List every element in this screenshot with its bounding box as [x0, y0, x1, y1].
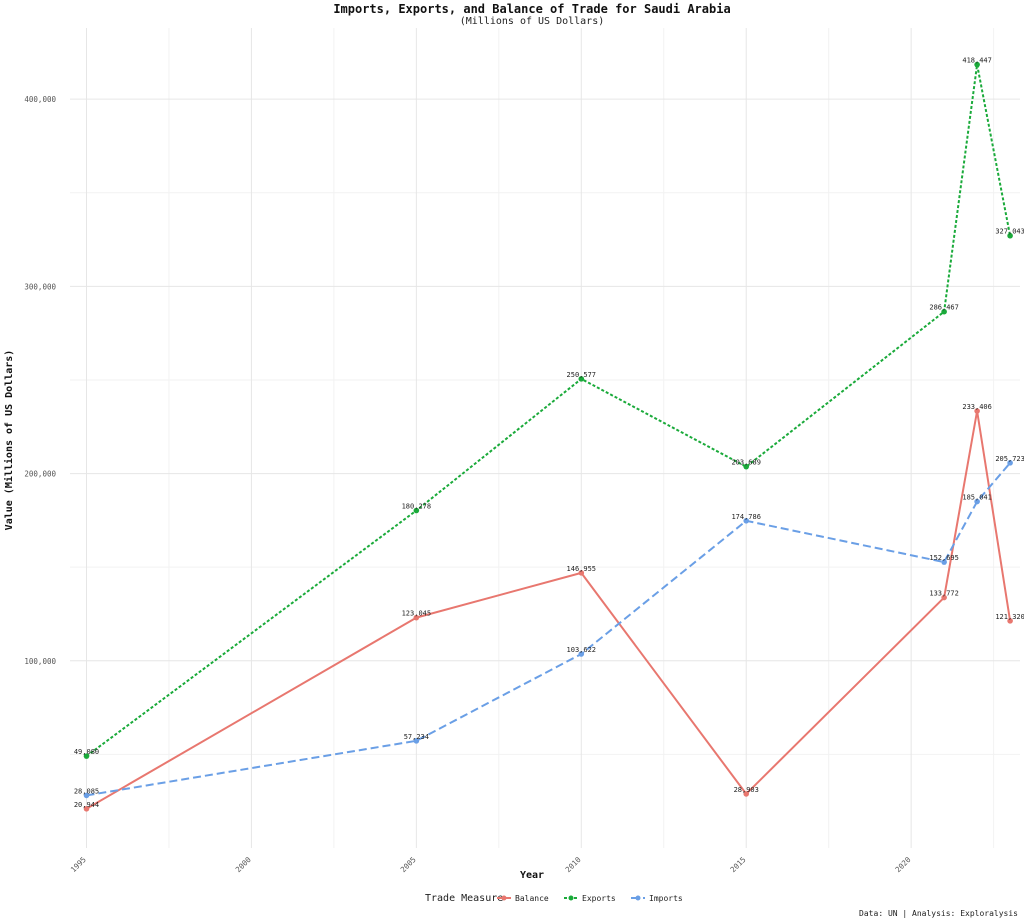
data-label-exports: 250,577: [567, 371, 597, 379]
data-label-exports: 286,467: [929, 304, 959, 312]
data-label-balance: 146,955: [567, 565, 597, 573]
data-label-imports: 103,622: [567, 646, 597, 654]
series-line-exports: [85, 63, 1012, 757]
y-tick-label: 300,000: [24, 282, 56, 291]
x-tick-label: 2015: [728, 855, 747, 874]
data-label-balance: 233,406: [962, 403, 992, 411]
data-label-imports: 28,085: [74, 787, 99, 795]
data-point-exports: [941, 308, 947, 315]
grid: [70, 28, 1020, 848]
series-lines: [83, 61, 1013, 812]
legend-marker-exports: [568, 895, 574, 901]
y-tick-label: 200,000: [24, 470, 56, 479]
data-point-balance: [941, 594, 947, 601]
data-point-balance: [1007, 618, 1013, 624]
legend-label-exports: Exports: [582, 894, 616, 903]
data-labels: 20,944 123,045 146,955 28,903 133,772 233,406…: [74, 57, 1024, 809]
data-label-balance: 133,772: [929, 590, 959, 598]
legend-marker-imports: [635, 895, 641, 901]
chart-caption: Data: UN | Analysis: Exploralysis: [859, 909, 1018, 918]
x-tick-label: 2010: [564, 855, 583, 874]
axis-ticks: 1995 2000 2005 2010 2015 2020 100,000 200,000 30…: [24, 95, 913, 874]
data-point-balance: [974, 408, 980, 414]
legend-title: Trade Measure: [425, 893, 503, 904]
data-label-exports: 327,043: [995, 228, 1024, 236]
data-label-balance: 20,944: [74, 801, 99, 809]
data-point-imports: [743, 517, 750, 524]
data-point-exports: [413, 507, 420, 514]
data-point-exports: [83, 753, 90, 759]
data-label-exports: 180,278: [402, 502, 432, 510]
chart-title: Imports, Exports, and Balance of Trade f…: [333, 2, 731, 16]
data-label-exports: 203,689: [731, 459, 761, 467]
data-point-imports: [413, 738, 420, 744]
data-label-balance: 28,903: [734, 786, 759, 794]
data-point-exports: [578, 376, 585, 382]
data-label-balance: 123,045: [402, 610, 432, 618]
data-point-exports: [743, 463, 750, 470]
y-axis-title: Value (Millions of US Dollars): [3, 350, 15, 531]
legend-label-imports: Imports: [649, 894, 683, 903]
data-label-imports: 185,041: [962, 494, 992, 502]
data-point-balance: [83, 805, 90, 812]
y-tick-label: 100,000: [24, 657, 56, 666]
legend-label-balance: Balance: [515, 894, 549, 903]
data-label-balance: 121,320: [995, 613, 1024, 621]
data-point-balance: [578, 570, 585, 576]
data-point-imports: [974, 498, 980, 505]
series-line-balance: [85, 410, 1012, 810]
x-tick-label: 1995: [69, 855, 88, 874]
legend: Trade Measure Balance Exports Imports: [425, 893, 683, 904]
x-tick-label: 2005: [399, 855, 418, 874]
data-point-imports: [1007, 460, 1013, 466]
x-axis-title: Year: [520, 870, 544, 881]
data-point-balance: [743, 791, 750, 797]
x-tick-label: 2020: [893, 855, 912, 874]
data-point-exports: [974, 61, 980, 68]
legend-marker-balance: [501, 895, 507, 901]
x-tick-label: 2000: [234, 855, 253, 874]
data-point-exports: [1007, 232, 1013, 239]
data-point-imports: [941, 559, 947, 565]
data-point-balance: [413, 614, 420, 621]
data-label-imports: 57,234: [404, 733, 429, 741]
series-line-imports: [86, 462, 1011, 797]
data-label-imports: 152,695: [929, 554, 959, 562]
data-label-exports: 418,447: [962, 57, 992, 65]
chart-subtitle: (Millions of US Dollars): [459, 16, 605, 27]
y-tick-label: 400,000: [24, 95, 56, 104]
data-label-imports: 174,786: [731, 513, 761, 521]
data-point-imports: [83, 792, 90, 799]
data-point-imports: [578, 651, 585, 657]
data-label-imports: 205,723: [995, 455, 1024, 463]
data-label-exports: 49,080: [74, 748, 99, 756]
